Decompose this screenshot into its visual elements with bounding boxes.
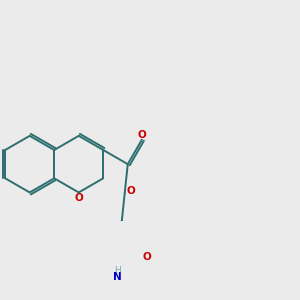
Text: O: O [143,252,152,262]
Text: H: H [114,266,121,275]
Text: O: O [127,186,135,196]
Text: O: O [137,130,146,140]
Text: O: O [74,193,83,202]
Text: N: N [113,272,122,282]
